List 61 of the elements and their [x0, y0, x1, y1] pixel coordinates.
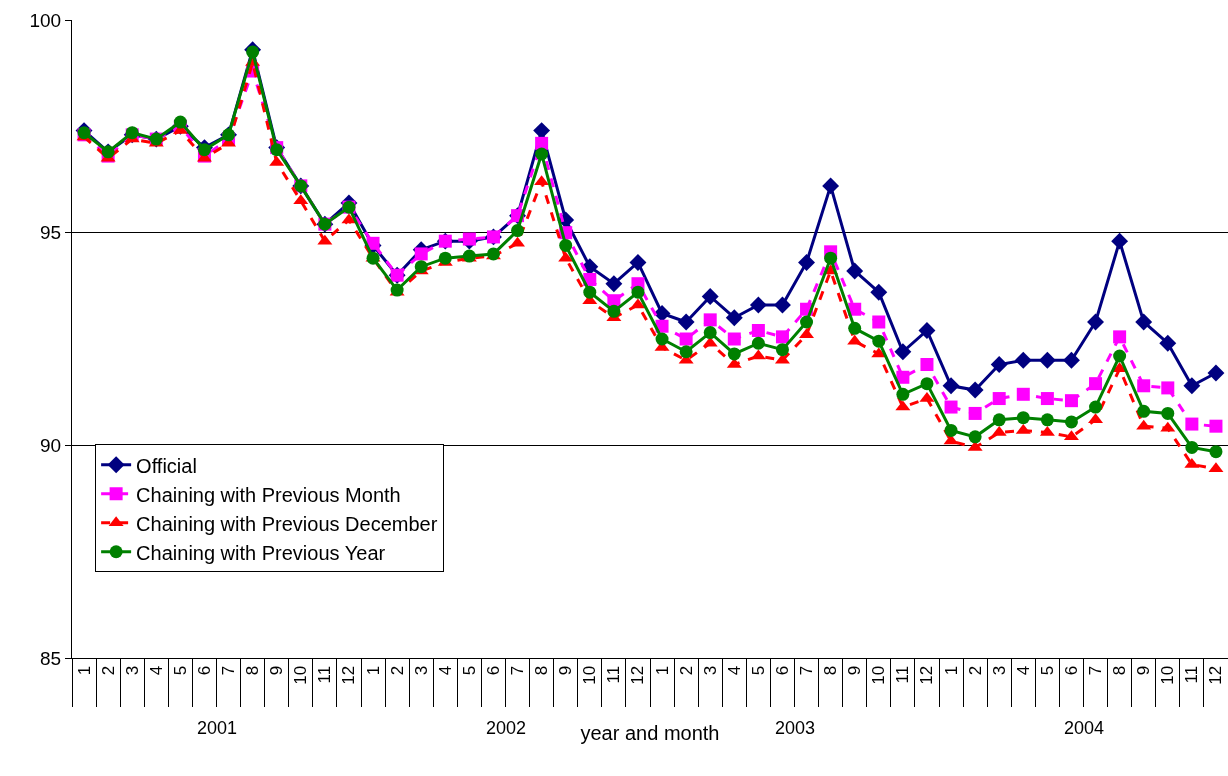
x-tick-label: 6 — [1061, 665, 1081, 676]
x-tick-label: 9 — [1134, 665, 1154, 676]
x-tick-label: 9 — [267, 665, 287, 676]
x-tick-label: 5 — [748, 665, 768, 676]
legend-label: Official — [136, 454, 197, 477]
x-tick-label: 5 — [459, 665, 479, 676]
x-tick-label: 4 — [435, 665, 455, 676]
x-tick-label: 1 — [74, 665, 94, 676]
y-tick-label: 85 — [40, 647, 62, 669]
x-tick-label: 10 — [291, 665, 311, 685]
x-tick-label: 11 — [315, 665, 335, 684]
y-tick-label: 90 — [40, 434, 62, 456]
legend-label: Chaining with Previous December — [136, 512, 438, 535]
x-tick-label: 2 — [676, 665, 696, 676]
y-tick-label: 100 — [29, 9, 62, 31]
x-tick-label: 6 — [194, 665, 214, 676]
x-tick-label: 2 — [387, 665, 407, 676]
x-tick-label: 3 — [122, 665, 142, 676]
x-tick-label: 7 — [1086, 665, 1106, 676]
x-tick-label: 12 — [1206, 665, 1226, 685]
x-axis-title: year and month — [580, 722, 720, 745]
text: 2004 — [1064, 718, 1105, 738]
x-tick-label: 9 — [845, 665, 865, 676]
legend-label: Chaining with Previous Month — [136, 483, 401, 506]
x-tick-label: 8 — [1110, 665, 1130, 676]
x-tick-label: 8 — [821, 665, 841, 676]
text: 2001 — [197, 718, 238, 738]
text: 2003 — [775, 718, 816, 738]
x-tick-label: 12 — [628, 665, 648, 685]
x-tick-label: 6 — [772, 665, 792, 676]
x-tick-label: 7 — [797, 665, 817, 676]
x-tick-label: 3 — [411, 665, 431, 676]
x-tick-label: 7 — [508, 665, 528, 676]
x-tick-label: 4 — [146, 665, 166, 676]
x-tick-label: 1 — [652, 665, 672, 676]
x-tick-label: 11 — [893, 665, 913, 684]
x-tick-label: 12 — [339, 665, 359, 685]
x-tick-label: 2 — [98, 665, 118, 676]
x-tick-label: 1 — [941, 665, 961, 676]
y-tick-label: 95 — [40, 222, 62, 244]
x-tick-label: 5 — [1037, 665, 1057, 676]
text: 2002 — [486, 718, 527, 738]
x-tick-label: 12 — [917, 665, 937, 685]
x-tick-label: 11 — [604, 665, 624, 684]
x-tick-label: 7 — [219, 665, 239, 676]
x-tick-label: 11 — [1182, 665, 1202, 684]
x-tick-label: 10 — [1158, 665, 1178, 685]
x-tick-label: 4 — [1013, 665, 1033, 676]
x-tick-label: 2 — [965, 665, 985, 676]
x-tick-label: 9 — [556, 665, 576, 676]
x-tick-label: 8 — [243, 665, 263, 676]
x-tick-label: 10 — [869, 665, 889, 685]
legend-label: Chaining with Previous Year — [136, 541, 386, 564]
x-tick-label: 10 — [580, 665, 600, 685]
x-tick-label: 4 — [724, 665, 744, 676]
x-tick-label: 1 — [363, 665, 383, 676]
x-tick-label: 3 — [989, 665, 1009, 676]
x-tick-label: 5 — [170, 665, 190, 676]
x-tick-label: 8 — [532, 665, 552, 676]
x-tick-label: 3 — [700, 665, 720, 676]
x-tick-label: 6 — [483, 665, 503, 676]
